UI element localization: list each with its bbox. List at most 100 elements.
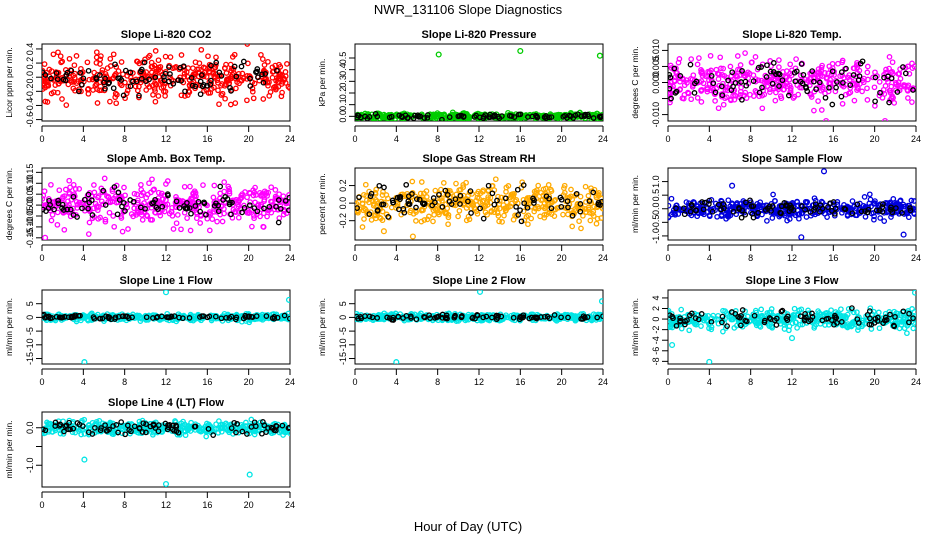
data-point-reference [277, 205, 284, 212]
x-tick-label: 20 [557, 377, 567, 387]
data-point [781, 326, 788, 332]
data-point [99, 67, 106, 73]
data-point-reference [200, 313, 207, 319]
data-point-reference [783, 315, 790, 322]
data-point [540, 203, 546, 210]
data-point-reference [825, 204, 831, 210]
data-point-reference [457, 192, 464, 199]
data-point-reference [877, 89, 883, 96]
data-point [432, 187, 439, 194]
data-point [68, 77, 75, 84]
outlier-point [81, 359, 88, 364]
data-point-reference [175, 77, 181, 84]
data-point [698, 86, 705, 93]
data-point-reference [832, 210, 838, 217]
x-tick-label: 8 [435, 253, 440, 263]
data-point-reference [802, 311, 808, 317]
data-point [435, 209, 442, 216]
data-point-reference [600, 313, 603, 320]
data-point [911, 63, 916, 70]
y-tick-label: -8 [651, 357, 661, 365]
data-point [906, 70, 913, 77]
data-point [379, 312, 385, 319]
data-point [211, 84, 217, 91]
data-point [886, 54, 893, 60]
data-point-reference [255, 74, 261, 81]
data-point [525, 212, 532, 219]
data-point [148, 189, 154, 196]
data-point-reference [436, 191, 442, 198]
data-point-reference [827, 200, 834, 207]
data-point [565, 211, 571, 218]
data-point-reference [730, 83, 736, 90]
x-tick-label: 0 [352, 377, 357, 387]
data-point [720, 328, 726, 335]
data-point-reference [668, 74, 674, 81]
data-points [42, 290, 290, 364]
data-point [882, 83, 889, 89]
data-point [48, 90, 55, 97]
outlier-point [393, 359, 400, 364]
y-tick-label: 0.1 [338, 98, 348, 111]
panel-title: Slope Line 1 Flow [120, 275, 213, 287]
data-point-reference [120, 200, 127, 206]
data-point-reference [141, 59, 148, 66]
data-point [724, 212, 731, 219]
data-point [531, 208, 538, 215]
data-point-reference [582, 315, 588, 321]
y-tick-label: 0.15 [25, 164, 35, 182]
data-point-reference [282, 197, 289, 204]
data-point-reference [127, 83, 134, 90]
data-point [134, 210, 141, 216]
x-tick-label: 20 [557, 253, 567, 263]
data-point [572, 206, 579, 212]
data-point [494, 210, 501, 216]
data-point-reference [885, 73, 891, 80]
data-points [668, 168, 916, 240]
data-point-reference [910, 87, 916, 93]
data-point-reference [137, 204, 144, 211]
data-point [276, 215, 283, 221]
x-tick-label: 12 [161, 500, 171, 510]
data-point-reference [208, 62, 214, 69]
data-point [545, 182, 552, 188]
data-point-reference [233, 73, 240, 80]
data-point [238, 77, 245, 83]
data-point-reference [275, 219, 282, 226]
outlier-point [881, 117, 889, 121]
data-points [42, 416, 290, 487]
data-point [474, 194, 481, 201]
data-point [523, 196, 530, 203]
data-point [846, 76, 853, 83]
data-point-reference [738, 322, 744, 329]
data-point [426, 213, 432, 220]
data-point [200, 182, 206, 188]
data-point [93, 59, 100, 66]
data-point-reference [232, 316, 239, 323]
data-point [491, 209, 498, 216]
data-point [146, 180, 152, 187]
data-point-reference [769, 203, 776, 209]
data-point [102, 216, 109, 223]
data-point-reference [143, 314, 150, 321]
data-point-reference [404, 115, 411, 121]
data-point [222, 95, 228, 102]
data-point-reference [872, 74, 879, 81]
data-point-reference [910, 315, 916, 322]
data-point [94, 204, 100, 211]
data-point-reference [800, 71, 807, 78]
data-point [76, 86, 82, 93]
data-point [748, 59, 755, 66]
figure-x-axis-label: Hour of Day (UTC) [414, 519, 522, 534]
data-point-reference [494, 197, 500, 204]
data-point-reference [700, 206, 707, 213]
data-point-reference [515, 212, 522, 218]
data-point [205, 53, 211, 60]
data-point-reference [491, 201, 498, 208]
data-point [141, 72, 148, 79]
data-point-reference [213, 59, 220, 66]
y-axis-label: degrees C per min. [630, 46, 640, 118]
data-point-reference [849, 210, 856, 217]
data-point-reference [729, 69, 736, 76]
data-point-reference [197, 208, 204, 215]
